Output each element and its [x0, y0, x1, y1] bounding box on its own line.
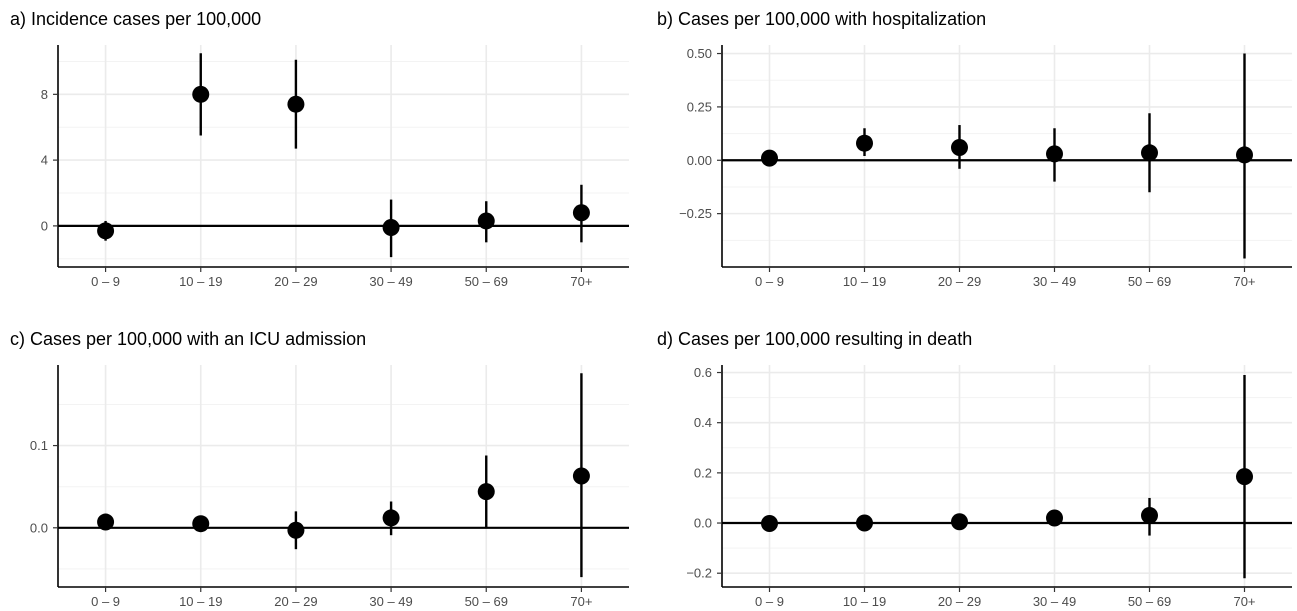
- panel-d-grid: [722, 365, 1292, 587]
- x-tick-label: 0 – 9: [91, 594, 120, 609]
- x-tick-label: 10 – 19: [843, 594, 886, 609]
- x-tick-label: 30 – 49: [1033, 274, 1076, 289]
- y-tick-label: −0.25: [679, 206, 712, 221]
- x-tick-label: 30 – 49: [1033, 594, 1076, 609]
- panel-d: d) Cases per 100,000 resulting in death …: [657, 329, 1292, 609]
- data-point: [287, 95, 305, 113]
- data-point: [1236, 468, 1253, 486]
- x-tick-label: 70+: [570, 274, 592, 289]
- x-tick-label: 70+: [570, 594, 592, 609]
- data-point: [1141, 507, 1158, 525]
- y-tick-label: 4: [41, 153, 48, 168]
- y-tick-label: 0: [41, 218, 48, 233]
- data-point: [572, 467, 590, 485]
- data-point: [572, 204, 590, 222]
- y-tick-label: −0.2: [686, 566, 712, 581]
- y-tick-label: 0.0: [30, 520, 48, 535]
- data-point: [287, 521, 305, 539]
- data-point: [477, 483, 495, 501]
- data-point: [1046, 145, 1063, 163]
- data-point: [951, 138, 968, 156]
- data-point: [192, 515, 210, 533]
- y-tick-label: 0.1: [30, 438, 48, 453]
- x-tick-label: 10 – 19: [179, 274, 222, 289]
- data-point: [761, 149, 778, 167]
- y-tick-label: 8: [41, 87, 48, 102]
- data-point: [97, 513, 115, 531]
- y-tick-label: 0.00: [687, 153, 712, 168]
- y-tick-label: 0.0: [694, 516, 712, 531]
- panel-a: a) Incidence cases per 100,000 0 4 8 0 – 9 1…: [10, 9, 629, 289]
- data-point: [1236, 146, 1253, 164]
- panel-c-grid: [58, 365, 629, 587]
- x-tick-label: 0 – 9: [755, 274, 784, 289]
- x-tick-label: 0 – 9: [755, 594, 784, 609]
- x-tick-label: 20 – 29: [274, 594, 317, 609]
- x-tick-label: 50 – 69: [1128, 594, 1171, 609]
- x-tick-label: 70+: [1233, 274, 1255, 289]
- x-tick-label: 20 – 29: [938, 594, 981, 609]
- panel-d-title: d) Cases per 100,000 resulting in death: [657, 329, 972, 349]
- data-point: [951, 513, 968, 531]
- x-tick-label: 0 – 9: [91, 274, 120, 289]
- data-point: [382, 219, 400, 237]
- y-tick-label: 0.50: [687, 46, 712, 61]
- data-point: [856, 514, 873, 532]
- x-tick-label: 30 – 49: [369, 594, 412, 609]
- x-tick-label: 10 – 19: [843, 274, 886, 289]
- data-point: [382, 509, 400, 527]
- x-tick-label: 30 – 49: [369, 274, 412, 289]
- x-tick-label: 50 – 69: [1128, 274, 1171, 289]
- y-tick-label: 0.6: [694, 365, 712, 380]
- panel-b-grid: [722, 45, 1292, 267]
- y-tick-label: 0.25: [687, 99, 712, 114]
- data-point: [192, 85, 210, 103]
- panel-a-title: a) Incidence cases per 100,000: [10, 9, 261, 29]
- data-point: [97, 222, 115, 240]
- y-tick-label: 0.4: [694, 415, 712, 430]
- panel-c-title: c) Cases per 100,000 with an ICU admissi…: [10, 329, 366, 349]
- x-tick-label: 70+: [1233, 594, 1255, 609]
- x-tick-label: 50 – 69: [465, 594, 508, 609]
- y-tick-label: 0.2: [694, 465, 712, 480]
- x-tick-label: 10 – 19: [179, 594, 222, 609]
- data-point: [1046, 509, 1063, 527]
- x-tick-label: 50 – 69: [465, 274, 508, 289]
- panel-b: b) Cases per 100,000 with hospitalizatio…: [657, 9, 1292, 289]
- data-point: [761, 515, 778, 533]
- panel-c: c) Cases per 100,000 with an ICU admissi…: [10, 329, 629, 609]
- x-tick-label: 20 – 29: [938, 274, 981, 289]
- data-point: [1141, 144, 1158, 162]
- data-point: [477, 212, 495, 230]
- x-tick-label: 20 – 29: [274, 274, 317, 289]
- data-point: [856, 134, 873, 152]
- panel-a-grid: [58, 45, 629, 267]
- panel-b-title: b) Cases per 100,000 with hospitalizatio…: [657, 9, 986, 29]
